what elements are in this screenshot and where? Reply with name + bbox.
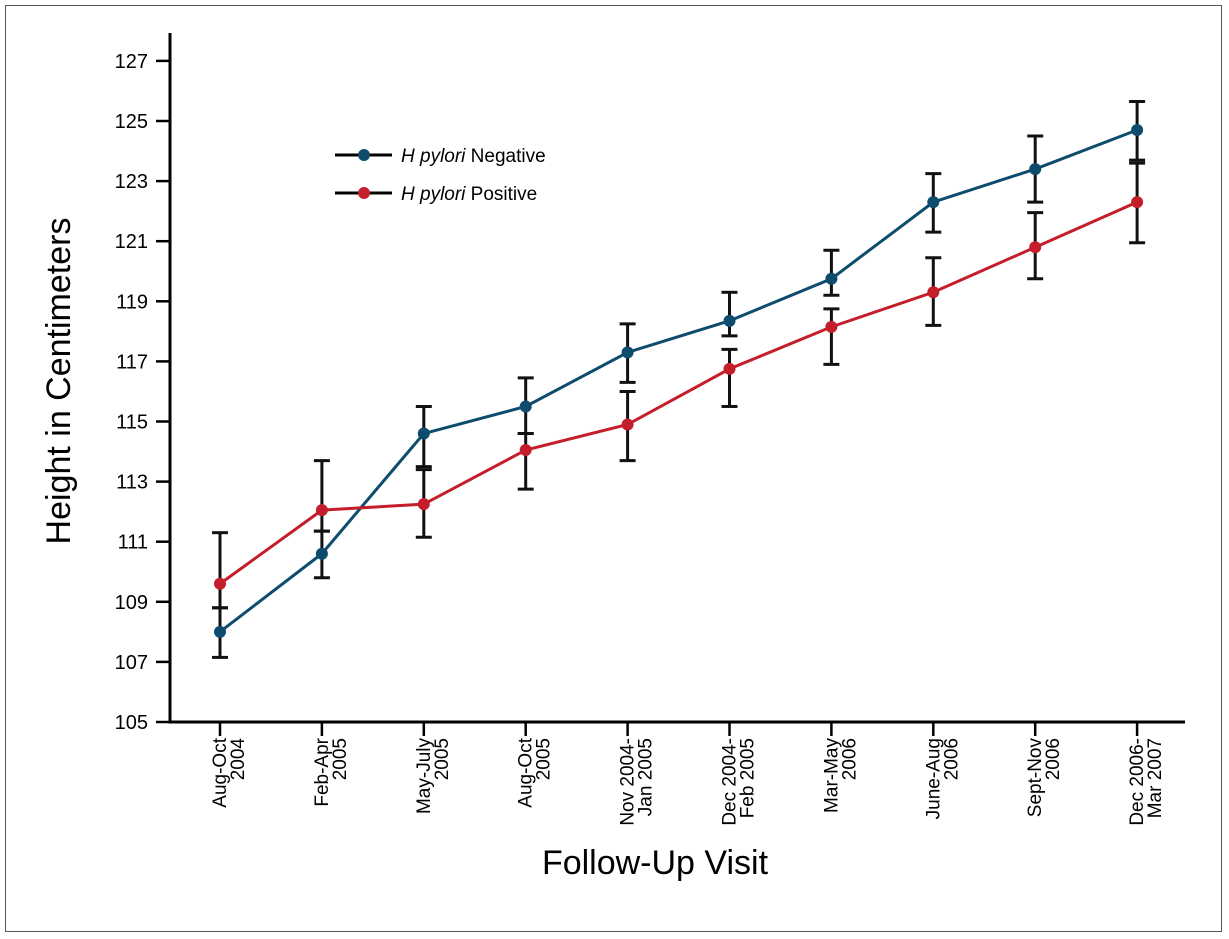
data-point-positive <box>825 320 838 333</box>
x-axis-ticks: Aug-Oct2004 Feb-Apr2005 May-July2005 Aug-Oc… <box>210 722 1166 826</box>
y-tick-label: 119 <box>116 291 148 313</box>
series-line-negative <box>219 128 1138 634</box>
x-tick-label-line: Dec 2004- <box>720 738 741 826</box>
x-tick-label: Sept-Nov2006 <box>1025 738 1064 818</box>
data-point-negative <box>825 272 838 285</box>
x-tick-label: May-July2005 <box>414 738 453 815</box>
data-point-negative <box>1131 124 1144 137</box>
x-tick-label-line: 2006 <box>839 738 860 780</box>
data-point-negative <box>621 346 634 359</box>
legend-marker-negative <box>358 149 370 161</box>
y-tick-label: 107 <box>115 652 148 674</box>
x-tick-label-line: 2006 <box>1043 738 1064 780</box>
x-tick-label-line: Aug-Oct <box>516 737 537 807</box>
series-points <box>214 124 1144 638</box>
y-axis-title: Height in Centimeters <box>40 218 78 545</box>
legend-label-negative: H pylori Negative <box>401 146 546 167</box>
legend-label-rest: Negative <box>465 146 545 167</box>
x-tick-label-line: Sept-Nov <box>1025 738 1046 818</box>
legend-marker-positive <box>358 187 370 199</box>
legend-label-italic: H pylori <box>401 146 466 167</box>
x-tick-label: Feb-Apr2005 <box>312 737 351 806</box>
legend-label-italic: H pylori <box>401 184 466 205</box>
y-tick-label: 111 <box>118 532 148 554</box>
y-tick-label: 105 <box>115 712 148 734</box>
data-point-negative <box>214 625 226 638</box>
x-tick-label-line: Aug-Oct <box>210 737 231 807</box>
data-point-positive <box>519 444 532 457</box>
x-tick-label-line: 2005 <box>330 738 351 780</box>
x-tick-label-line: 2006 <box>941 738 962 780</box>
x-tick-label: Nov 2004-Jan 2005 <box>618 738 657 826</box>
x-tick-label-line: June-Aug <box>923 738 944 819</box>
x-tick-label-line: 2005 <box>534 738 555 780</box>
y-tick-label: 113 <box>116 472 148 494</box>
x-tick-label-line: Feb 2005 <box>738 738 759 818</box>
y-tick-label: 123 <box>115 171 148 193</box>
y-tick-label: 121 <box>115 231 148 253</box>
y-tick-label: 115 <box>116 412 148 434</box>
y-tick-label: 109 <box>115 592 148 614</box>
data-point-positive <box>927 286 940 299</box>
x-tick-label-line: Dec 2006- <box>1127 738 1148 826</box>
x-tick-label: Dec 2004-Feb 2005 <box>720 738 759 826</box>
data-point-negative <box>723 314 736 327</box>
data-point-positive <box>214 577 226 590</box>
x-axis-title: Follow-Up Visit <box>542 844 769 882</box>
data-point-negative <box>927 196 940 209</box>
x-tick-label: Dec 2006-Mar 2007 <box>1127 738 1166 826</box>
y-tick-label: 125 <box>115 111 148 133</box>
y-axis-ticks: 105 107 109 111 113 115 117 119 121 123 125 127 <box>115 51 170 734</box>
y-tick-label: 127 <box>115 51 148 73</box>
x-tick-label-line: Mar-May <box>821 738 842 813</box>
data-point-positive <box>1029 241 1042 254</box>
data-point-negative <box>315 547 328 560</box>
data-point-positive <box>315 504 328 517</box>
legend-label-positive: H pylori Positive <box>401 184 537 205</box>
series-lines <box>219 128 1138 634</box>
data-point-positive <box>723 362 736 375</box>
data-point-positive <box>621 418 634 431</box>
x-tick-label-line: 2005 <box>432 738 453 780</box>
x-tick-label-line: Jan 2005 <box>636 738 657 816</box>
data-point-negative <box>519 400 532 413</box>
data-point-negative <box>1029 163 1042 176</box>
x-tick-label-line: Feb-Apr <box>312 737 333 806</box>
data-point-negative <box>417 427 430 440</box>
data-point-positive <box>1131 196 1144 209</box>
data-point-positive <box>417 498 430 511</box>
series-line-positive <box>219 200 1138 585</box>
x-tick-label-line: May-July <box>414 738 435 815</box>
x-tick-label: June-Aug2006 <box>923 738 962 819</box>
x-tick-label: Mar-May2006 <box>821 738 860 813</box>
x-tick-label-line: 2004 <box>228 738 249 781</box>
x-tick-label: Aug-Oct2005 <box>516 737 555 807</box>
chart-frame <box>5 5 1222 932</box>
error-bars <box>212 99 1146 659</box>
x-tick-label: Aug-Oct2004 <box>210 737 249 807</box>
y-tick-label: 117 <box>116 351 148 373</box>
axes <box>168 33 1185 724</box>
x-tick-label-line: Nov 2004- <box>618 738 639 826</box>
x-tick-label-line: Mar 2007 <box>1145 738 1166 818</box>
legend-label-rest: Positive <box>465 184 537 205</box>
